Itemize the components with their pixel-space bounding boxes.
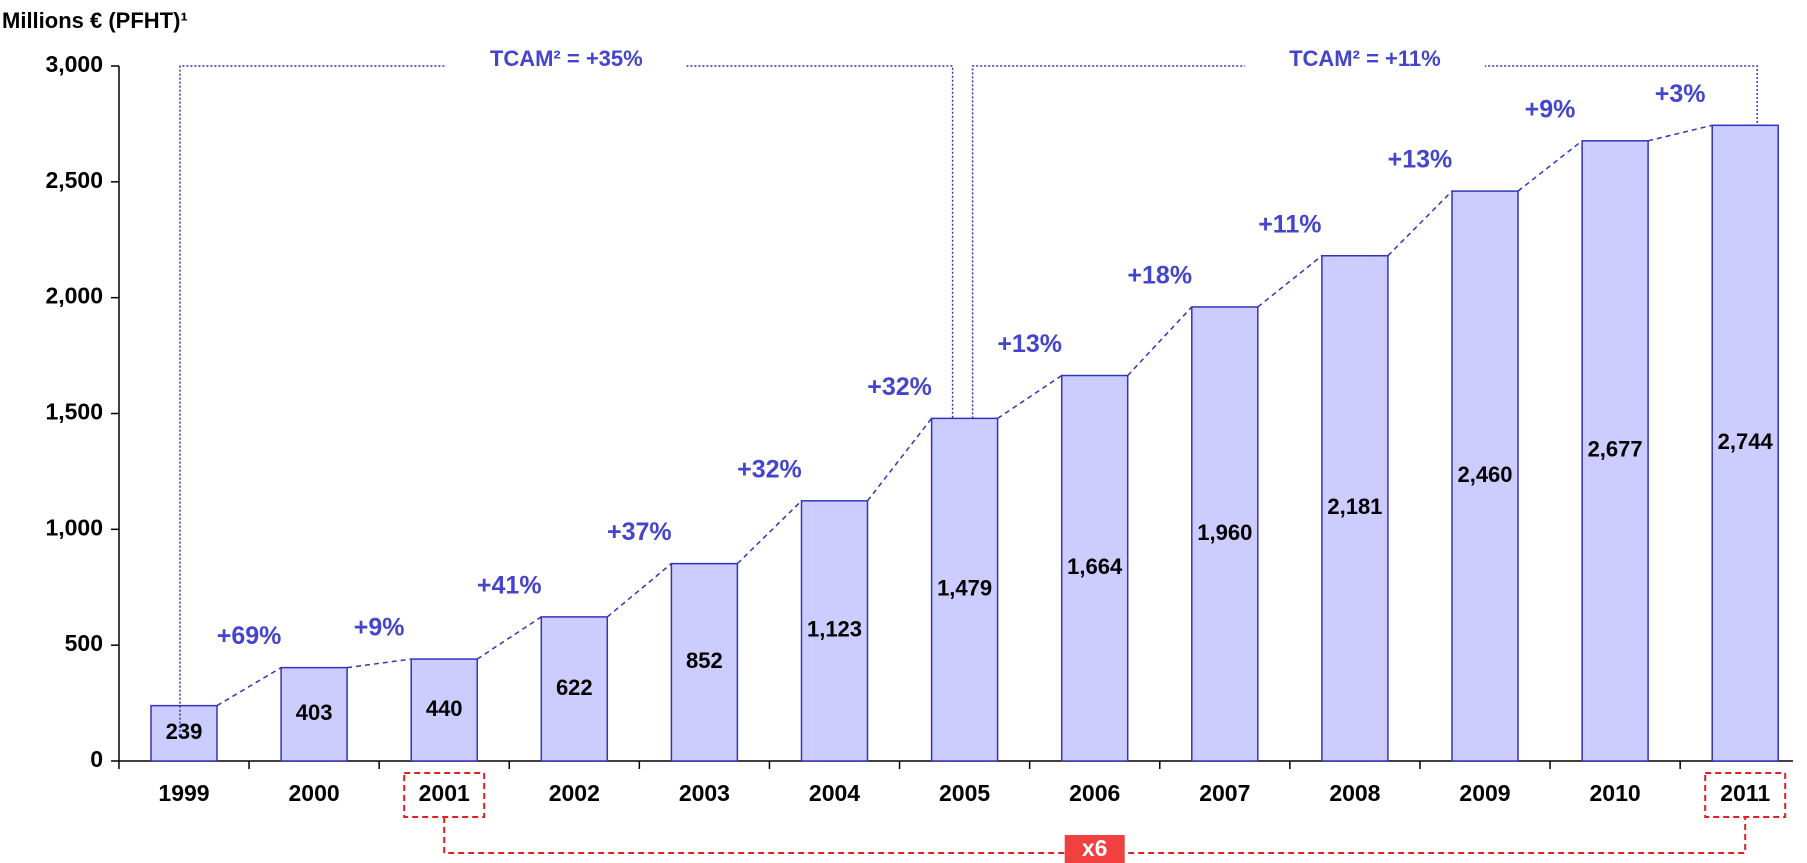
bar bbox=[280, 666, 348, 762]
y-tick-label: 3,000 bbox=[45, 51, 103, 77]
x-tick-label: 2006 bbox=[1069, 780, 1120, 806]
growth-label: +13% bbox=[997, 330, 1062, 358]
growth-label: +37% bbox=[607, 518, 672, 546]
growth-connector bbox=[866, 417, 933, 502]
value-label: 1,960 bbox=[1197, 520, 1252, 545]
bar bbox=[670, 562, 739, 762]
growth-label: +32% bbox=[867, 373, 932, 401]
growth-label: +41% bbox=[477, 572, 542, 600]
bar bbox=[540, 616, 609, 762]
growth-connector bbox=[347, 658, 412, 669]
value-label: 239 bbox=[166, 719, 203, 744]
y-tick-label: 500 bbox=[65, 630, 103, 656]
growth-label: +69% bbox=[217, 622, 282, 650]
bar bbox=[150, 704, 218, 762]
value-label: 1,123 bbox=[807, 617, 862, 642]
highlight-badge bbox=[1064, 835, 1125, 863]
growth-label: +3% bbox=[1655, 80, 1706, 108]
bar bbox=[410, 658, 478, 762]
x-tick-label: 2001 bbox=[419, 780, 470, 806]
value-label: 1,479 bbox=[937, 575, 992, 600]
bar bbox=[800, 500, 869, 762]
value-label: 2,460 bbox=[1457, 462, 1512, 487]
x-tick-label: 2000 bbox=[289, 780, 340, 806]
growth-connector bbox=[1387, 190, 1453, 257]
growth-connector bbox=[1257, 255, 1323, 308]
growth-connector bbox=[216, 666, 282, 707]
value-label: 440 bbox=[426, 696, 463, 721]
y-tick-label: 2,500 bbox=[45, 167, 103, 193]
x-tick-label: 2005 bbox=[939, 780, 990, 806]
value-label: 622 bbox=[556, 675, 593, 700]
y-tick-label: 2,000 bbox=[45, 283, 103, 309]
bar bbox=[1191, 306, 1259, 762]
x-tick-label: 1999 bbox=[158, 780, 209, 806]
x-tick-label: 2003 bbox=[679, 780, 730, 806]
y-tick-label: 1,500 bbox=[45, 399, 103, 425]
growth-label: +9% bbox=[1525, 95, 1576, 123]
growth-label: +13% bbox=[1388, 146, 1453, 174]
x-tick-label: 2009 bbox=[1459, 780, 1510, 806]
growth-connector bbox=[1647, 124, 1713, 142]
growth-label: +18% bbox=[1127, 262, 1192, 290]
x-tick-label: 2010 bbox=[1590, 780, 1641, 806]
growth-label: +11% bbox=[1258, 210, 1321, 238]
y-axis-label: Millions € (PFHT)¹ bbox=[2, 8, 188, 33]
value-label: 2,744 bbox=[1718, 429, 1774, 454]
x-tick-label: 2002 bbox=[549, 780, 600, 806]
bar bbox=[1711, 124, 1779, 762]
bar bbox=[1321, 254, 1389, 762]
highlight-link bbox=[443, 817, 1747, 854]
growth-connector bbox=[476, 616, 542, 660]
cagr-label: TCAM² = +11% bbox=[1289, 46, 1441, 71]
value-label: 403 bbox=[296, 700, 333, 725]
x-tick-label: 2004 bbox=[809, 780, 860, 806]
bar bbox=[930, 417, 999, 762]
growth-connector bbox=[606, 563, 672, 618]
growth-connector bbox=[1517, 140, 1583, 192]
bar bbox=[1451, 190, 1519, 762]
cagr-label-bg bbox=[446, 50, 687, 82]
bar bbox=[1581, 140, 1649, 762]
bar bbox=[1060, 374, 1129, 762]
y-tick-label: 0 bbox=[90, 746, 103, 772]
x-tick-label: 2008 bbox=[1329, 780, 1380, 806]
growth-connector bbox=[997, 374, 1063, 419]
highlight-label: x6 bbox=[1082, 835, 1108, 861]
y-tick-label: 1,000 bbox=[45, 514, 103, 540]
value-label: 2,181 bbox=[1327, 494, 1382, 519]
x-tick-label: 2007 bbox=[1199, 780, 1250, 806]
growth-label: +9% bbox=[354, 614, 405, 642]
cagr-label: TCAM² = +35% bbox=[490, 46, 643, 71]
value-label: 2,677 bbox=[1588, 437, 1643, 462]
growth-connector bbox=[736, 500, 803, 565]
value-label: 852 bbox=[686, 648, 723, 673]
value-label: 1,664 bbox=[1067, 554, 1123, 579]
growth-connector bbox=[1127, 306, 1193, 377]
x-tick-label: 2011 bbox=[1720, 780, 1770, 806]
cagr-label-bg bbox=[1244, 50, 1485, 82]
growth-label: +32% bbox=[737, 455, 802, 483]
